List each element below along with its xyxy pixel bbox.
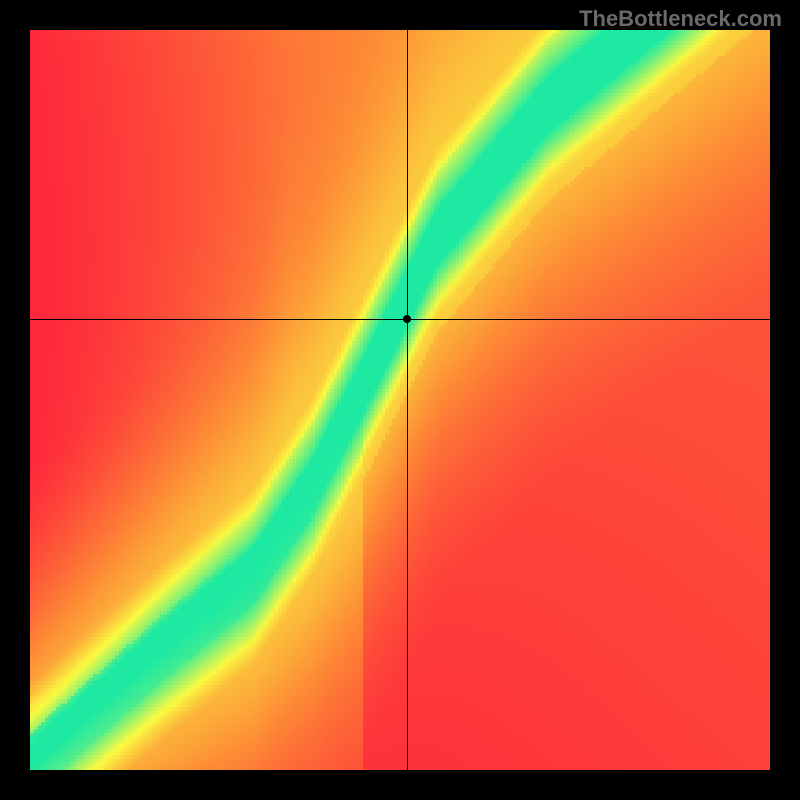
- root-container: TheBottleneck.com: [0, 0, 800, 800]
- heatmap-plot: [30, 30, 770, 770]
- crosshair-vertical: [407, 30, 408, 770]
- watermark-text: TheBottleneck.com: [579, 6, 782, 32]
- heatmap-canvas: [30, 30, 770, 770]
- marker-dot: [403, 315, 411, 323]
- crosshair-horizontal: [30, 319, 770, 320]
